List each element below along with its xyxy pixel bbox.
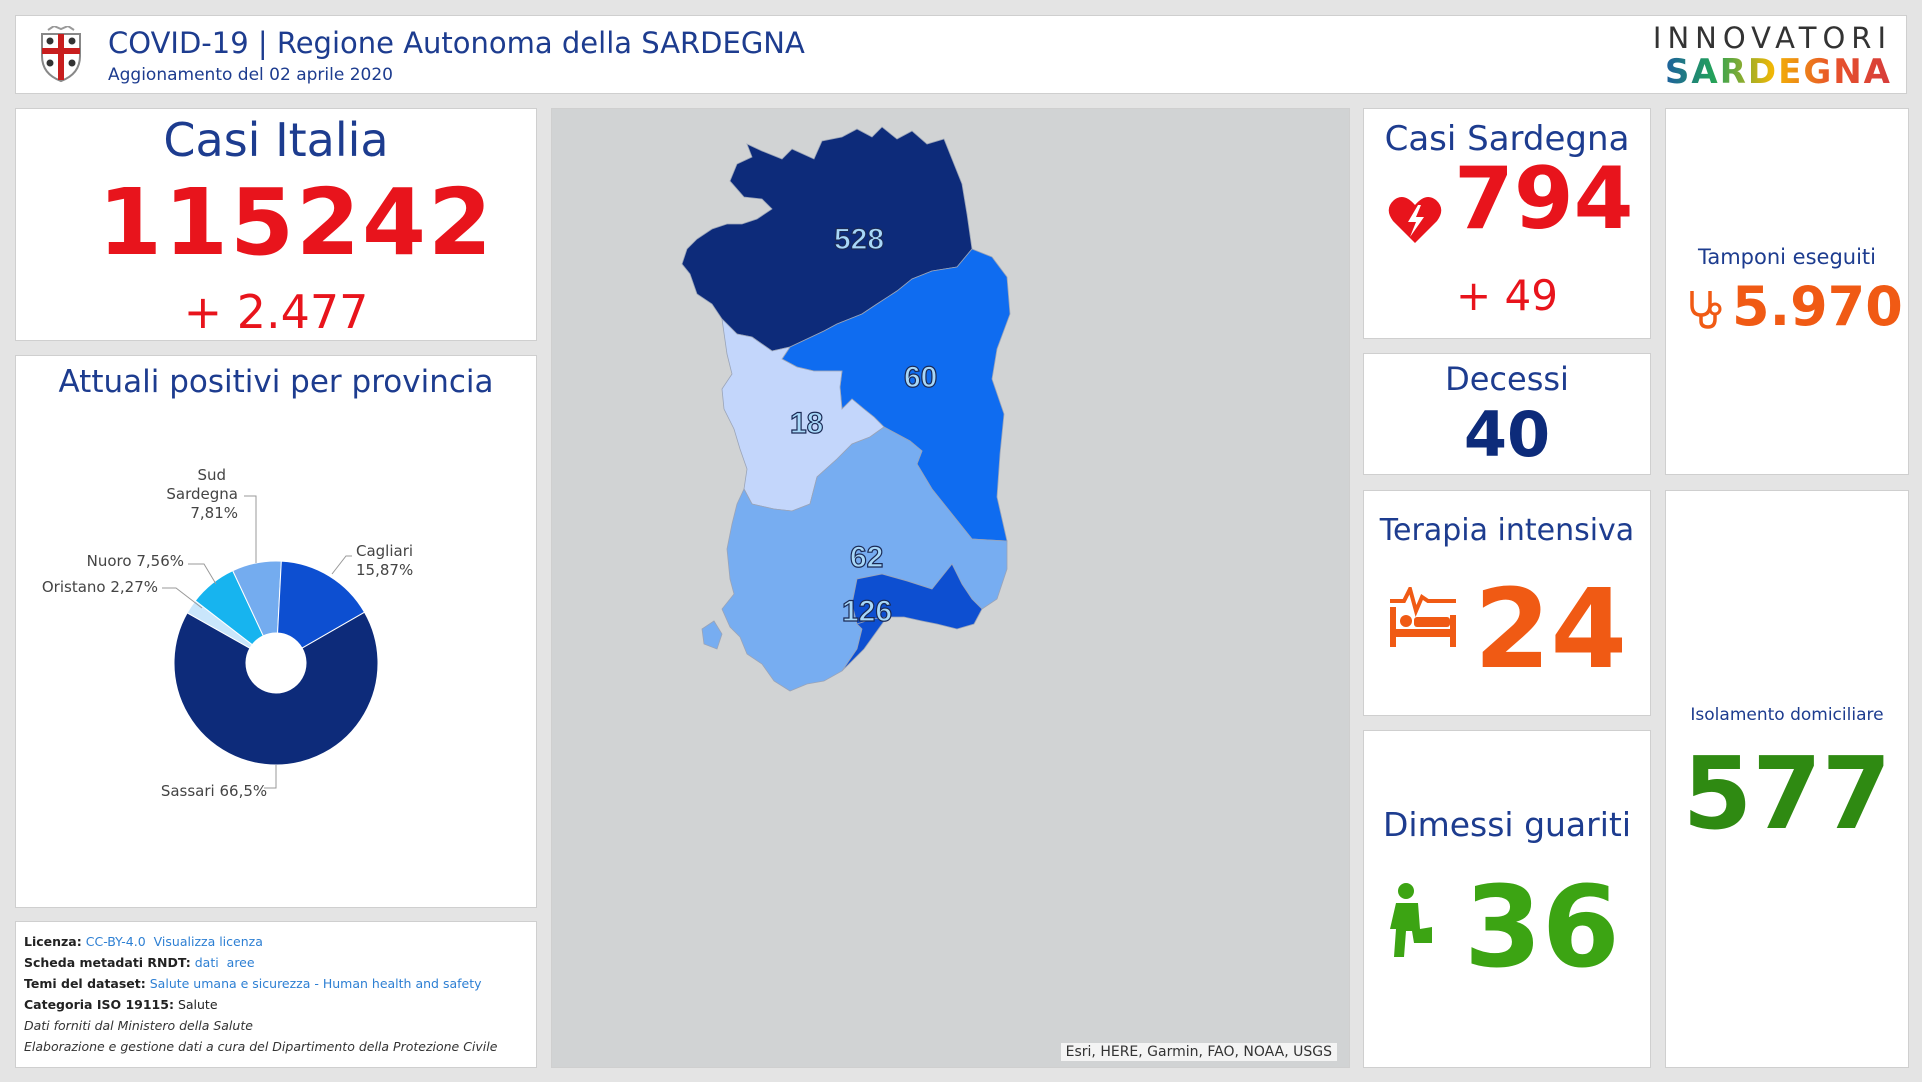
tamponi-panel: Tamponi eseguiti 5.970 [1665,108,1909,475]
decessi-panel: Decessi 40 [1363,353,1651,475]
tamponi-title: Tamponi eseguiti [1698,245,1876,269]
pie-leader-line [331,555,352,575]
casi-italia-value: 115242 [97,169,495,276]
dimessi-guariti-title: Dimessi guariti [1383,805,1631,844]
license-value-link[interactable]: CC-BY-4.0 [85,934,146,949]
pie-leader-line [162,587,203,609]
brand-bottom-text: SARDEGNA [1653,54,1892,90]
pie-leader-line [244,495,257,563]
brand-top-text: INNOVATORI [1652,21,1892,55]
sardinia-map[interactable]: 528 60 18 62 126 [552,109,1349,1067]
metadata-dati-link[interactable]: dati [194,955,219,970]
province-chart-panel: Attuali positivi per provincia Sassari 6… [15,355,537,908]
metadata-row: Scheda metadati RNDT: dati aree [24,955,255,970]
view-license-link[interactable]: Visualizza licenza [153,934,263,949]
themes-link[interactable]: Salute umana e sicurezza - Human health … [149,976,482,991]
isolamento-panel: Isolamento domiciliare 577 [1665,490,1909,1068]
terapia-intensiva-panel: Terapia intensiva 24 [1363,490,1651,716]
map-panel[interactable]: 528 60 18 62 126 Esri, HERE, Garmin, FAO… [551,108,1350,1068]
province-pie-chart[interactable]: Sassari 66,5% Oristano 2,27% Nuoro 7,56% Su… [16,356,536,907]
map-label-sud-sardegna: 62 [850,541,883,574]
province-chart-title: Attuali positivi per provincia [58,364,494,400]
terapia-intensiva-value: 24 [1474,565,1628,693]
casi-sardegna-delta: + 49 [1456,271,1558,320]
themes-row: Temi del dataset: Salute umana e sicurez… [24,976,482,991]
decessi-value: 40 [1463,398,1551,471]
iso-category-row: Categoria ISO 19115: Salute [24,997,218,1012]
isolamento-value: 577 [1682,735,1892,852]
map-label-nuoro: 60 [904,361,937,394]
dimessi-guariti-value: 36 [1464,863,1620,993]
page-title: COVID-19 | Regione Autonoma della SARDEG… [108,26,805,60]
update-date: Aggionamento del 02 aprile 2020 [108,65,393,85]
map-region-cagliari[interactable] [841,563,983,672]
casi-italia-panel: Casi Italia 115242 + 2.477 [15,108,537,341]
innovatori-sardegna-logo[interactable]: INNOVATORI SARDEGNA [1653,22,1892,90]
pie-label-cagliari: Cagliari 15,87% [356,542,413,579]
hospital-bed-icon [1390,587,1456,647]
themes-label: Temi del dataset: [24,976,146,991]
map-attribution: Esri, HERE, Garmin, FAO, NOAA, USGS [1060,1043,1337,1061]
iso-category-value: Salute [177,997,218,1012]
iso-category-label: Categoria ISO 19115: [24,997,174,1012]
pie-slice-cagliari[interactable] [277,560,366,649]
pie-leader-line [188,563,217,585]
data-source-note: Dati forniti dal Ministero della Salute [24,1018,253,1033]
map-label-sassari: 528 [834,223,884,256]
tamponi-value: 5.970 [1732,275,1903,338]
license-label: Licenza: [24,934,82,949]
heart-bolt-icon [1388,196,1442,243]
casi-sardegna-panel: Casi Sardegna 794 + 49 [1363,108,1651,339]
casi-sardegna-title: Casi Sardegna [1384,119,1630,159]
isolamento-title: Isolamento domiciliare [1690,705,1884,725]
map-label-oristano: 18 [790,407,823,440]
license-row: Licenza: CC-BY-4.0 Visualizza licenza [24,934,263,949]
casi-italia-title: Casi Italia [163,113,389,167]
sardegna-crest-icon [41,26,81,83]
pie-label-nuoro: Nuoro 7,56% [87,552,184,570]
metadata-label: Scheda metadati RNDT: [24,955,191,970]
dimessi-guariti-panel: Dimessi guariti 36 [1363,730,1651,1068]
casi-italia-delta: + 2.477 [183,285,369,339]
pie-label-oristano: Oristano 2,27% [42,578,158,596]
terapia-intensiva-title: Terapia intensiva [1379,513,1635,548]
casi-sardegna-value: 794 [1454,149,1634,249]
license-panel: Licenza: CC-BY-4.0 Visualizza licenza Sc… [15,921,537,1068]
pie-label-sud-sardegna: Sud Sardegna 7,81% [166,466,238,522]
stethoscope-icon [1690,291,1722,329]
pie-slice-sassari[interactable] [173,611,379,766]
pie-label-sassari: Sassari 66,5% [161,782,267,800]
pie-leader-line [264,765,277,789]
metadata-aree-link[interactable]: aree [226,955,255,970]
walking-person-icon [1390,883,1432,957]
map-label-cagliari: 126 [842,595,892,628]
data-processing-note: Elaborazione e gestione dati a cura del … [24,1039,498,1054]
decessi-title: Decessi [1445,360,1569,398]
header-bar: COVID-19 | Regione Autonoma della SARDEG… [15,15,1907,94]
